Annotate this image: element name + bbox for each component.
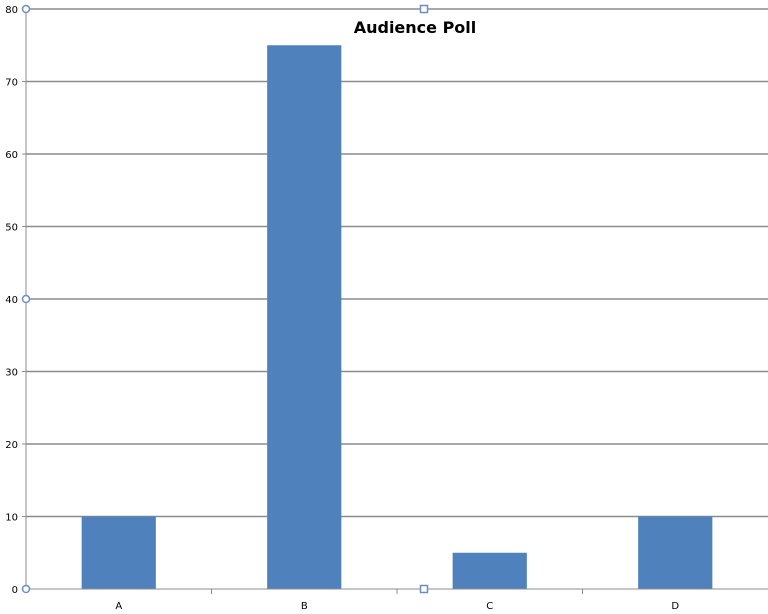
resize-handle[interactable] xyxy=(21,4,31,14)
bars xyxy=(81,45,713,589)
x-tick-labels: A B C D xyxy=(115,589,679,612)
resize-handle[interactable] xyxy=(419,4,429,14)
x-tick-label: D xyxy=(671,601,679,612)
y-tick-label: 0 xyxy=(12,585,18,596)
y-tick-label: 40 xyxy=(5,295,18,306)
selection-handles[interactable] xyxy=(21,4,429,594)
y-tick-label: 10 xyxy=(5,513,18,524)
x-tick-label: A xyxy=(115,601,122,612)
y-tick-label: 50 xyxy=(5,223,18,234)
bar-b xyxy=(267,45,342,589)
y-tick-label: 60 xyxy=(5,150,18,161)
resize-handle[interactable] xyxy=(21,294,31,304)
x-tick-label: B xyxy=(301,601,308,612)
y-tick-label: 70 xyxy=(5,78,18,89)
x-tick-label: C xyxy=(486,601,493,612)
y-tick-label: 30 xyxy=(5,368,18,379)
resize-handle[interactable] xyxy=(21,584,31,594)
bar-d xyxy=(638,516,713,589)
bar-c xyxy=(452,552,527,589)
y-tick-label: 80 xyxy=(5,5,18,16)
chart-title: Audience Poll xyxy=(354,18,477,37)
y-tick-label: 20 xyxy=(5,440,18,451)
bar-a xyxy=(81,516,156,589)
resize-handle[interactable] xyxy=(419,584,429,594)
